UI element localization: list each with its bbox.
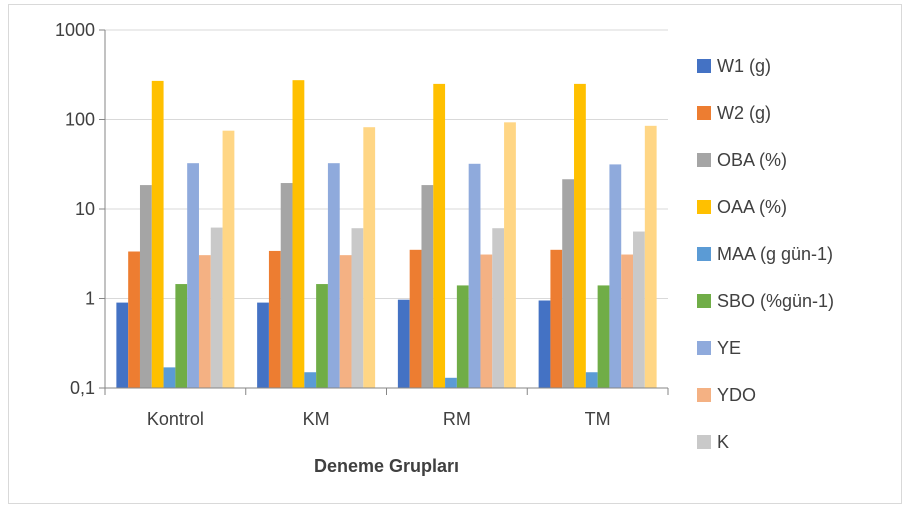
bar xyxy=(633,231,645,388)
legend-swatch xyxy=(697,294,711,308)
bar xyxy=(480,254,493,388)
bar xyxy=(304,372,317,388)
bar xyxy=(644,125,657,388)
bar xyxy=(456,285,469,388)
y-tick-label: 1 xyxy=(85,289,95,309)
legend-swatch xyxy=(697,106,711,120)
y-tick-label: 0,1 xyxy=(70,378,95,398)
bar xyxy=(433,83,446,388)
legend-label: W1 (g) xyxy=(717,56,771,76)
bar xyxy=(163,367,176,388)
legend-label: MAA (g gün-1) xyxy=(717,244,833,264)
bar xyxy=(292,80,305,389)
legend-swatch xyxy=(697,341,711,355)
x-axis-title: Deneme Grupları xyxy=(314,456,459,476)
bar xyxy=(621,254,634,388)
legend-label: YDO xyxy=(717,385,756,405)
legend-swatch xyxy=(697,200,711,214)
y-tick-label: 1000 xyxy=(55,20,95,40)
bar xyxy=(363,127,376,389)
bar xyxy=(210,227,223,388)
bar xyxy=(116,302,129,388)
bar xyxy=(445,377,457,388)
legend-swatch xyxy=(697,59,711,73)
bar xyxy=(327,163,340,388)
bar xyxy=(468,163,481,388)
bar xyxy=(198,255,211,388)
bar xyxy=(409,249,422,388)
x-category-label: Kontrol xyxy=(147,409,204,429)
bar xyxy=(175,284,188,388)
bar xyxy=(139,185,152,388)
bar xyxy=(574,83,586,388)
legend-swatch xyxy=(697,247,711,261)
bar xyxy=(257,302,269,388)
legend-label: OBA (%) xyxy=(717,150,787,170)
bar xyxy=(268,250,281,388)
bar xyxy=(504,122,516,389)
bar xyxy=(492,228,505,388)
bar xyxy=(222,130,235,389)
bar xyxy=(421,185,434,388)
legend-label: SBO (%gün-1) xyxy=(717,291,834,311)
bar xyxy=(151,80,164,388)
bar xyxy=(187,163,199,388)
x-category-label: RM xyxy=(443,409,471,429)
legend-swatch xyxy=(697,153,711,167)
bar xyxy=(280,183,293,388)
bar xyxy=(351,228,364,388)
bar xyxy=(339,255,352,388)
chart-area xyxy=(8,4,902,504)
bar xyxy=(316,284,328,388)
bar xyxy=(128,251,140,388)
bar xyxy=(609,164,622,388)
y-tick-label: 100 xyxy=(65,110,95,130)
x-category-label: KM xyxy=(303,409,330,429)
bar xyxy=(562,179,575,388)
bar xyxy=(538,300,551,388)
legend-label: OAA (%) xyxy=(717,197,787,217)
bar xyxy=(397,299,410,388)
bar xyxy=(585,372,598,388)
legend-label: YE xyxy=(717,338,741,358)
bar xyxy=(597,285,610,388)
legend-swatch xyxy=(697,388,711,402)
bar xyxy=(550,249,563,388)
legend-swatch xyxy=(697,435,711,449)
x-category-label: TM xyxy=(585,409,611,429)
legend-label: K xyxy=(717,432,729,452)
legend-label: W2 (g) xyxy=(717,103,771,123)
y-tick-label: 10 xyxy=(75,199,95,219)
